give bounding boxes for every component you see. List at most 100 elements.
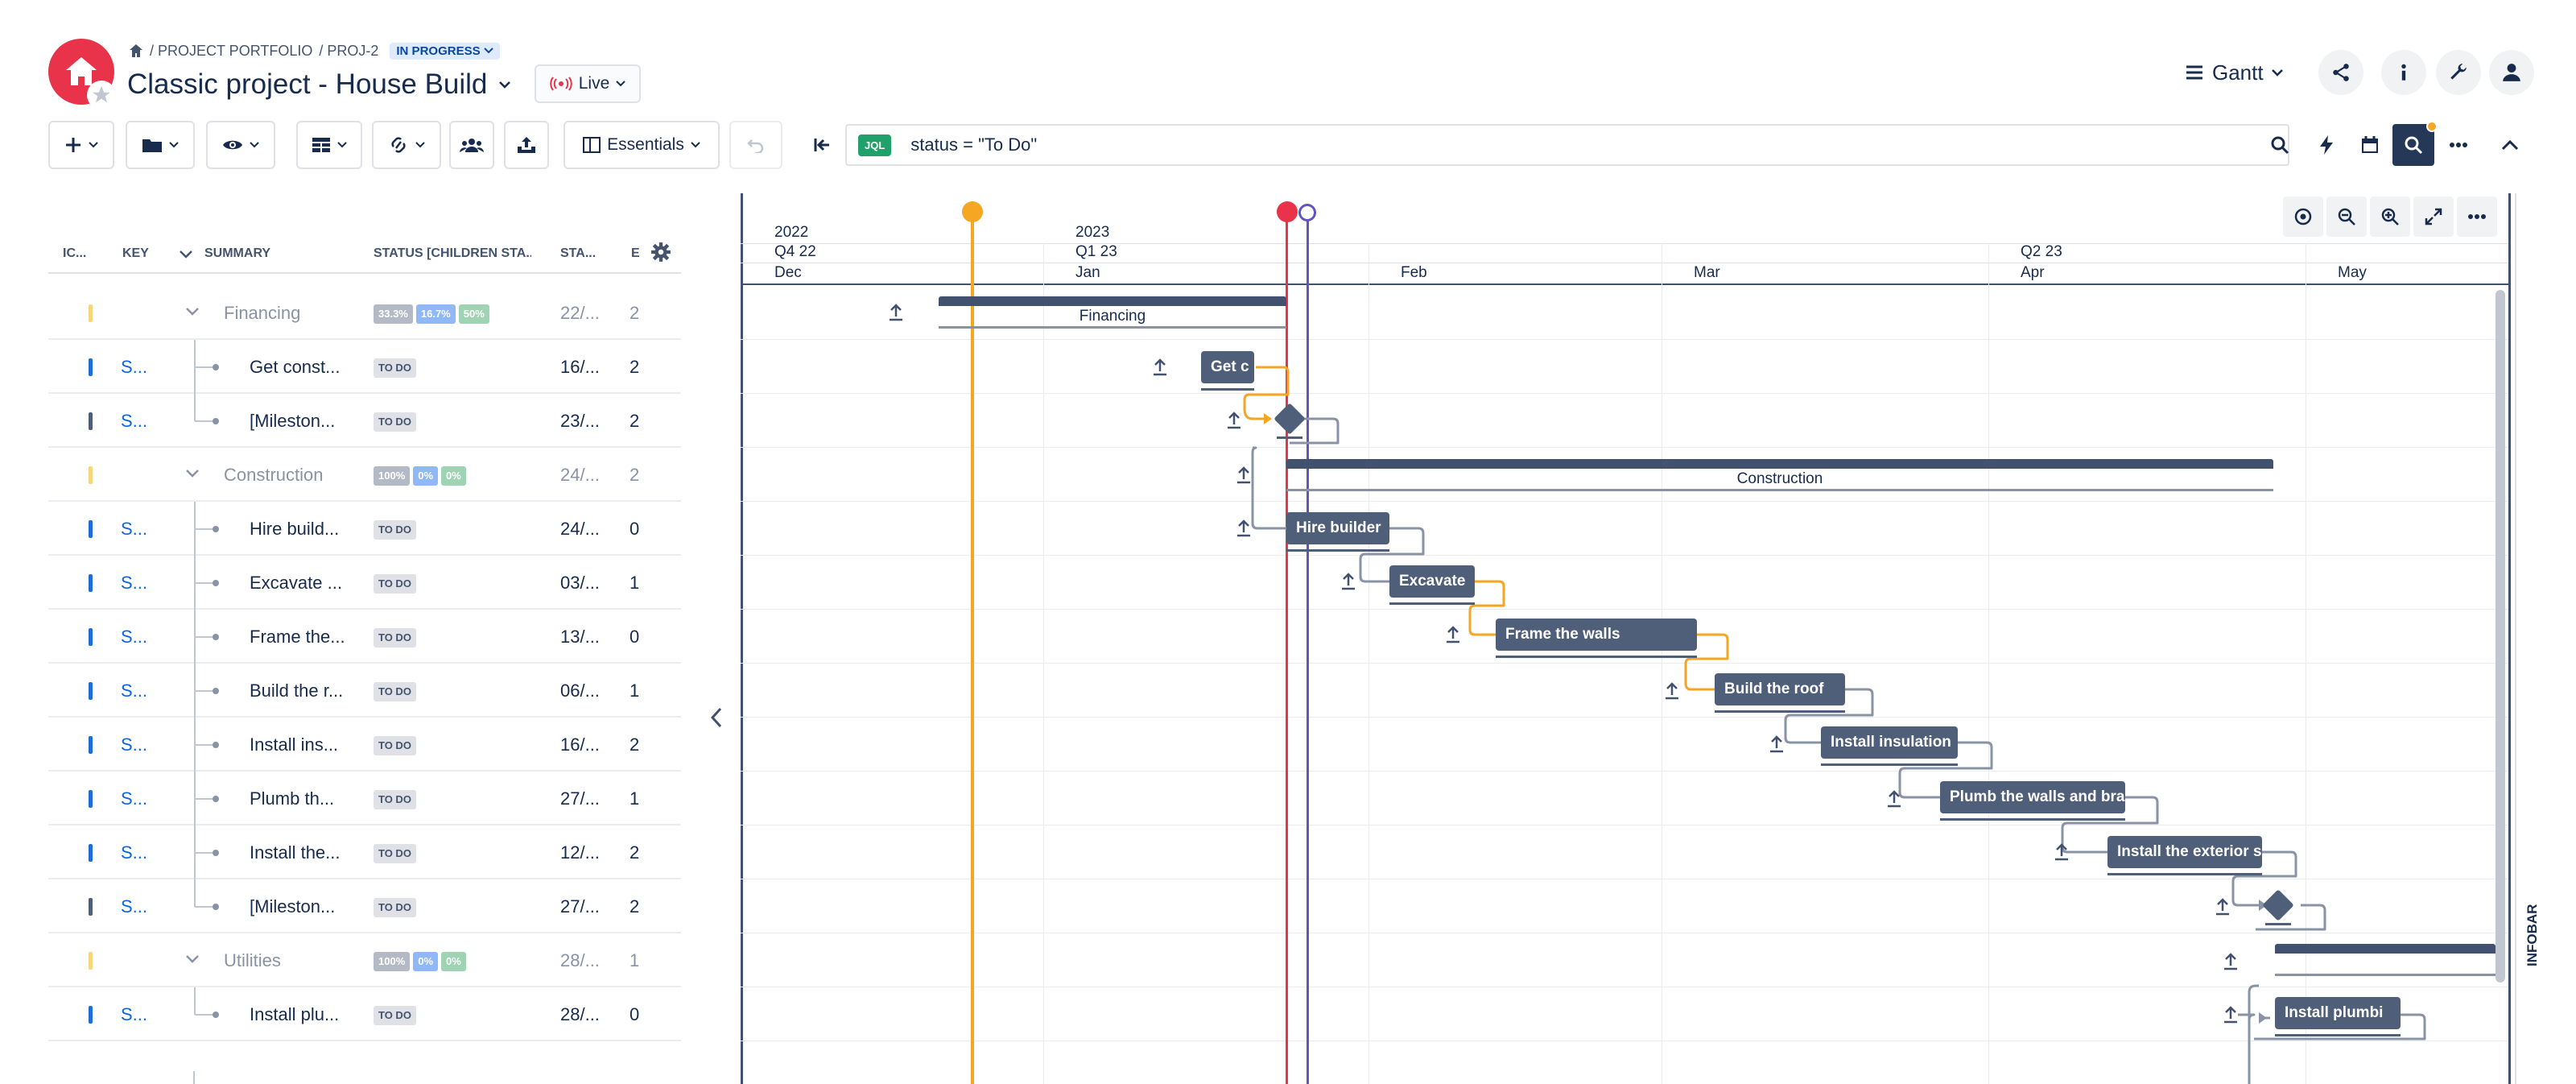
table-row[interactable]: S... Install plu... TO DO 28/... 0 [48, 987, 681, 1041]
table-row[interactable]: S... Get const... TO DO 16/... 2 [48, 340, 681, 394]
move-up-icon[interactable] [1340, 572, 1357, 591]
columns-button[interactable] [296, 121, 362, 169]
children-status-bar[interactable]: 100% 0% 0% [374, 448, 469, 502]
view-selector[interactable]: Gantt [2185, 52, 2283, 93]
dependency-link[interactable] [2248, 984, 2259, 1084]
summary-cell[interactable]: Financing [224, 303, 301, 323]
issue-key-link[interactable]: S... [121, 734, 148, 755]
move-up-icon[interactable] [1225, 411, 1243, 430]
scroll-to-today-button[interactable] [2283, 197, 2323, 237]
summary-cell[interactable]: Install the... [250, 842, 341, 863]
group-bar-utilities[interactable] [2275, 944, 2496, 976]
dependency-link[interactable] [1898, 741, 1993, 799]
favorite-star-icon[interactable] [87, 81, 116, 110]
infobar[interactable]: INFOBAR [2515, 193, 2576, 1084]
dependency-link[interactable] [1784, 688, 1874, 744]
dependency-link[interactable] [2256, 904, 2326, 931]
table-row[interactable]: S... Install the... TO DO 12/... 2 [48, 825, 681, 879]
issue-key-link[interactable]: S... [121, 519, 148, 539]
baseline-marker-handle[interactable] [962, 201, 983, 222]
folder-button[interactable] [126, 121, 195, 169]
zoom-out-button[interactable] [2326, 197, 2367, 237]
issue-key-link[interactable]: S... [121, 357, 148, 377]
move-up-icon[interactable] [2214, 897, 2231, 916]
summary-cell[interactable]: Install ins... [250, 734, 339, 755]
status-lozenge[interactable]: TO DO [374, 772, 416, 825]
col-header-status[interactable]: STATUS [CHILDREN STA... [374, 246, 531, 260]
task-bar-excavate[interactable]: Excavate [1389, 565, 1475, 598]
move-up-icon[interactable] [1768, 734, 1785, 754]
status-lozenge[interactable]: TO DO [374, 394, 416, 448]
jql-query[interactable]: status = "To Do" [910, 134, 1038, 155]
calendar-icon[interactable] [2349, 124, 2391, 166]
move-up-icon[interactable] [2222, 952, 2240, 971]
view-button[interactable] [206, 121, 275, 169]
children-status-bar[interactable]: 100% 0% 0% [374, 933, 469, 987]
dependency-link-critical[interactable] [1243, 366, 1290, 420]
move-up-icon[interactable] [1885, 789, 1903, 809]
status-lozenge[interactable]: TO DO [374, 340, 416, 394]
issue-key-link[interactable]: S... [121, 788, 148, 809]
col-header-key[interactable]: KEY [122, 246, 149, 260]
issue-key-link[interactable]: S... [121, 411, 148, 431]
move-up-icon[interactable] [1444, 625, 1462, 644]
summary-cell[interactable]: Install plu... [250, 1004, 340, 1024]
issue-key-link[interactable]: S... [121, 627, 148, 647]
breadcrumb-portfolio[interactable]: / PROJECT PORTFOLIO [150, 42, 313, 59]
status-lozenge[interactable]: TO DO [374, 825, 416, 879]
table-group-row[interactable]: Construction 100% 0% 0% 24/... 2 [48, 448, 681, 502]
task-bar-install-the-exterior[interactable]: Install the exterior s [2107, 836, 2262, 868]
move-up-icon[interactable] [887, 303, 905, 322]
chevron-down-icon[interactable] [185, 307, 200, 320]
table-row[interactable]: S... Frame the... TO DO 13/... 0 [48, 610, 681, 664]
collapse-left-button[interactable] [802, 124, 844, 166]
current-marker-handle[interactable] [1298, 204, 1316, 221]
more-options-button[interactable] [2438, 124, 2479, 166]
col-header-start[interactable]: STA... [560, 246, 597, 260]
undo-button[interactable] [729, 121, 782, 169]
chevron-down-icon[interactable] [179, 250, 193, 259]
summary-cell[interactable]: Build the r... [250, 681, 344, 701]
summary-cell[interactable]: Excavate ... [250, 573, 342, 593]
table-row[interactable]: S... Excavate ... TO DO 03/... 1 [48, 556, 681, 610]
summary-cell[interactable]: Utilities [224, 950, 281, 970]
zoom-in-button[interactable] [2370, 197, 2410, 237]
status-lozenge[interactable]: TO DO [374, 502, 416, 556]
children-status-bar[interactable]: 33.3% 16.7% 50% [374, 286, 493, 340]
dependency-link-critical[interactable] [1468, 580, 1505, 636]
summary-cell[interactable]: Get const... [250, 357, 341, 377]
search-icon[interactable] [2259, 124, 2301, 166]
move-up-icon[interactable] [1663, 681, 1681, 701]
status-lozenge[interactable]: TO DO [374, 879, 416, 933]
live-mode-button[interactable]: Live [535, 64, 641, 103]
project-logo[interactable] [48, 39, 114, 105]
status-lozenge[interactable]: TO DO [374, 718, 416, 772]
collapse-panel-chevron-icon[interactable] [710, 707, 723, 728]
task-bar-build-the-roof[interactable]: Build the roof [1715, 673, 1845, 705]
task-bar-plumb-the-walls[interactable]: Plumb the walls and bra [1940, 781, 2125, 813]
dependency-link[interactable] [1251, 446, 1286, 530]
jql-search-input[interactable]: JQL status = "To Do" [845, 124, 2289, 166]
home-icon[interactable] [129, 43, 143, 58]
summary-cell[interactable]: [Mileston... [250, 896, 336, 916]
summary-cell[interactable]: Construction [224, 465, 324, 485]
info-button[interactable] [2381, 50, 2426, 95]
move-up-icon[interactable] [1151, 358, 1169, 377]
team-button[interactable] [449, 121, 494, 169]
vertical-scrollbar[interactable] [2496, 290, 2505, 983]
col-header-icon[interactable]: IC... [63, 246, 87, 260]
group-bar-construction[interactable]: Construction [1286, 459, 2273, 491]
dependency-link[interactable] [2238, 1013, 2256, 1020]
col-header-summary[interactable]: SUMMARY [204, 246, 271, 260]
table-row[interactable]: S... Hire build... TO DO 24/... 0 [48, 502, 681, 556]
chevron-down-icon[interactable] [185, 469, 200, 482]
dependency-link[interactable] [1290, 417, 1340, 445]
gantt-more-button[interactable] [2457, 197, 2497, 237]
link-button[interactable] [372, 121, 441, 169]
settings-button[interactable] [2436, 50, 2481, 95]
status-lozenge[interactable]: TO DO [374, 610, 416, 664]
status-lozenge[interactable]: TO DO [374, 556, 416, 610]
summary-cell[interactable]: Frame the... [250, 627, 345, 647]
issue-key-link[interactable]: S... [121, 842, 148, 863]
today-marker-handle[interactable] [1277, 201, 1298, 222]
